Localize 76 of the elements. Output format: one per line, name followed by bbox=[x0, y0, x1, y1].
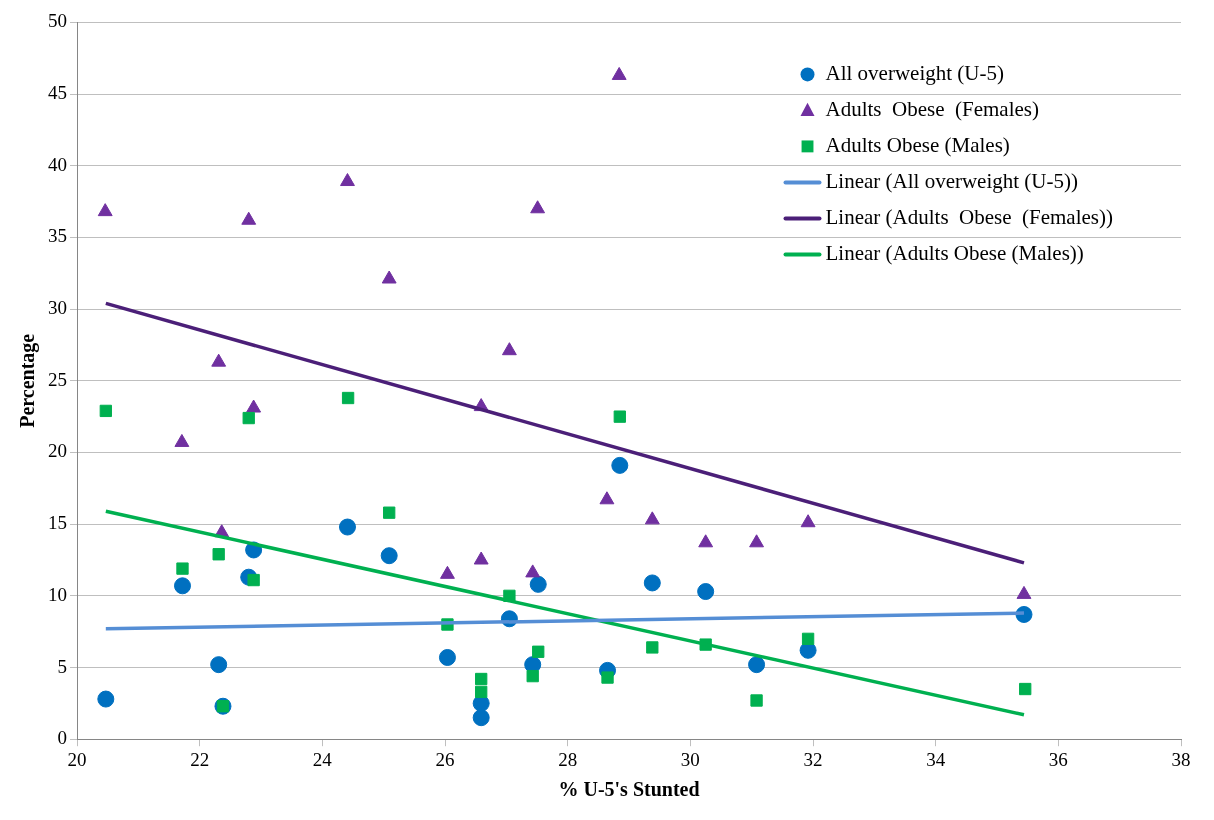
point bbox=[525, 564, 541, 578]
x-tick-label: 22 bbox=[190, 748, 210, 770]
point bbox=[530, 200, 546, 214]
point bbox=[1019, 682, 1032, 696]
point bbox=[383, 506, 396, 519]
point bbox=[241, 211, 257, 225]
point bbox=[211, 353, 227, 367]
point bbox=[697, 583, 715, 601]
point bbox=[99, 404, 112, 418]
point bbox=[338, 518, 356, 536]
x-tick-label: 38 bbox=[1171, 748, 1191, 770]
x-tick-label: 30 bbox=[680, 748, 700, 770]
point bbox=[381, 270, 397, 284]
legend-label: Adults Obese (Females) bbox=[825, 96, 1039, 121]
x-tick-label: 34 bbox=[926, 748, 946, 770]
point bbox=[750, 694, 763, 707]
point bbox=[749, 534, 764, 548]
x-tick-label: 26 bbox=[435, 748, 455, 770]
point bbox=[210, 656, 228, 674]
y-tick-label: 15 bbox=[48, 512, 67, 534]
y-tick-label: 40 bbox=[48, 153, 67, 175]
legend-label: Linear (Adults Obese (Males)) bbox=[825, 240, 1084, 265]
point bbox=[176, 562, 189, 575]
point bbox=[174, 433, 190, 447]
point bbox=[246, 399, 262, 413]
y-tick-label: 0 bbox=[57, 727, 67, 749]
point bbox=[611, 456, 629, 474]
x-tick-label: 28 bbox=[558, 748, 578, 770]
point bbox=[611, 66, 627, 80]
point bbox=[472, 709, 490, 727]
point bbox=[440, 565, 455, 579]
legend-label: Linear (All overweight (U-5)) bbox=[825, 168, 1078, 193]
y-tick-label: 30 bbox=[48, 297, 67, 319]
point bbox=[475, 685, 488, 699]
point bbox=[501, 342, 517, 356]
point bbox=[748, 656, 766, 674]
y-tick-label: 5 bbox=[57, 655, 67, 677]
point bbox=[97, 203, 113, 217]
point bbox=[644, 511, 660, 525]
legend-label: All overweight (U-5) bbox=[825, 60, 1004, 85]
point bbox=[1016, 585, 1032, 599]
x-axis-title: % U-5's Stunted bbox=[558, 778, 700, 801]
point bbox=[601, 671, 614, 684]
point bbox=[341, 391, 355, 405]
legend-label: Linear (Adults Obese (Females)) bbox=[825, 204, 1114, 229]
point bbox=[613, 410, 626, 423]
x-tick-label: 32 bbox=[803, 748, 823, 770]
point bbox=[380, 547, 398, 565]
point bbox=[173, 577, 191, 595]
point bbox=[646, 641, 659, 654]
y-tick-label: 25 bbox=[48, 368, 67, 390]
point bbox=[340, 173, 355, 187]
point bbox=[643, 574, 661, 592]
point bbox=[242, 411, 255, 425]
point bbox=[97, 690, 115, 708]
y-axis-title: Percentage bbox=[16, 333, 40, 428]
point bbox=[532, 645, 545, 658]
y-tick-label: 45 bbox=[48, 82, 67, 104]
y-tick-label: 20 bbox=[48, 440, 67, 462]
point bbox=[212, 548, 225, 561]
point bbox=[473, 551, 489, 565]
point bbox=[800, 514, 816, 528]
point bbox=[529, 575, 547, 593]
legend-label: Adults Obese (Males) bbox=[825, 132, 1010, 157]
x-tick-label: 36 bbox=[1048, 748, 1068, 770]
point bbox=[438, 648, 456, 666]
y-tick-label: 35 bbox=[48, 225, 67, 247]
y-tick-label: 10 bbox=[48, 583, 67, 605]
point bbox=[698, 534, 714, 548]
point bbox=[475, 672, 488, 686]
x-tick-label: 24 bbox=[312, 748, 333, 770]
point bbox=[247, 573, 260, 587]
point bbox=[526, 669, 539, 683]
point bbox=[599, 491, 615, 505]
y-tick-label: 50 bbox=[48, 10, 67, 32]
point bbox=[801, 632, 815, 646]
